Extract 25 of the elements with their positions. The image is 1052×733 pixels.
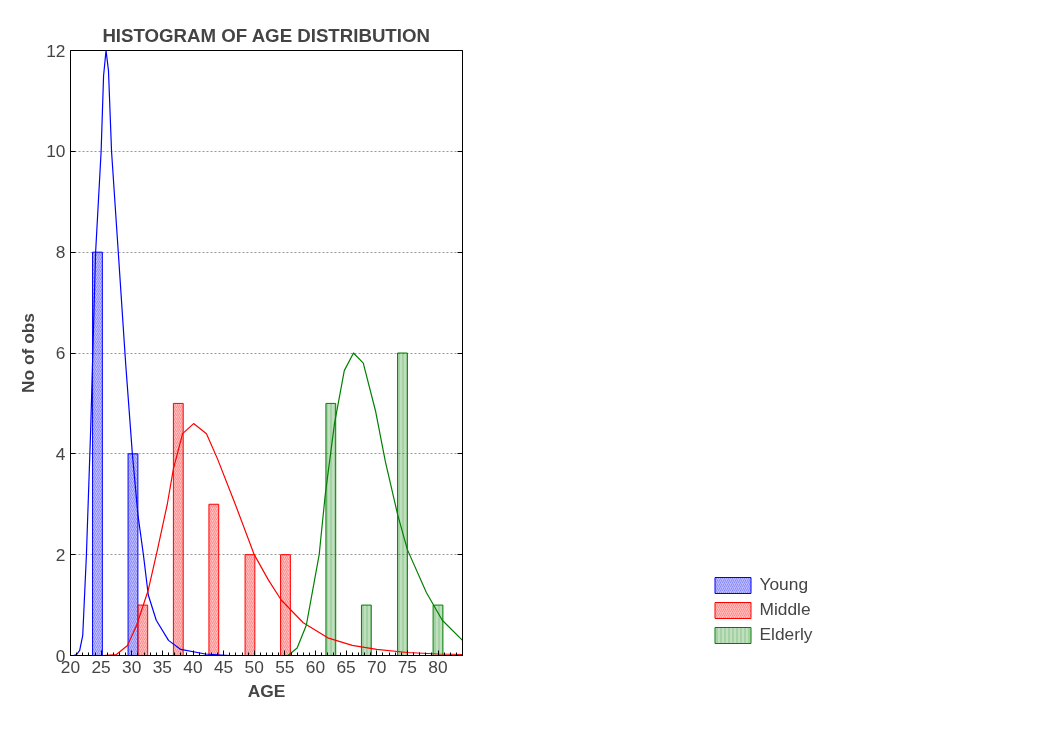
chart-title: HISTOGRAM OF AGE DISTRIBUTION <box>102 24 430 46</box>
y-tick-label: 6 <box>55 343 66 363</box>
legend-label: Young <box>759 574 809 595</box>
x-tick-label: 65 <box>336 656 356 677</box>
x-tick-label: 60 <box>305 656 326 677</box>
legend-label: Elderly <box>759 624 813 645</box>
y-tick-label: 8 <box>55 242 66 263</box>
x-axis-title: AGE <box>247 680 286 701</box>
y-tick-label: 4 <box>55 443 66 464</box>
x-tick-label: 50 <box>244 656 264 677</box>
legend-label: Middle <box>759 599 811 620</box>
y-tick-label: 12 <box>46 40 66 61</box>
x-tick-label: 55 <box>275 656 295 677</box>
x-tick-label: 75 <box>397 656 418 677</box>
x-tick-label: 70 <box>367 656 387 677</box>
y-tick-label: 2 <box>55 544 66 565</box>
y-tick-label: 10 <box>46 141 66 162</box>
x-tick-label: 45 <box>213 656 234 677</box>
x-tick-label: 25 <box>91 656 111 677</box>
line-series <box>287 352 463 656</box>
x-tick-label: 80 <box>428 656 448 677</box>
x-tick-label: 30 <box>122 656 142 677</box>
x-tick-label: 40 <box>183 656 203 677</box>
x-tick-label: 35 <box>152 656 173 677</box>
y-axis-title: No of obs <box>18 313 39 393</box>
